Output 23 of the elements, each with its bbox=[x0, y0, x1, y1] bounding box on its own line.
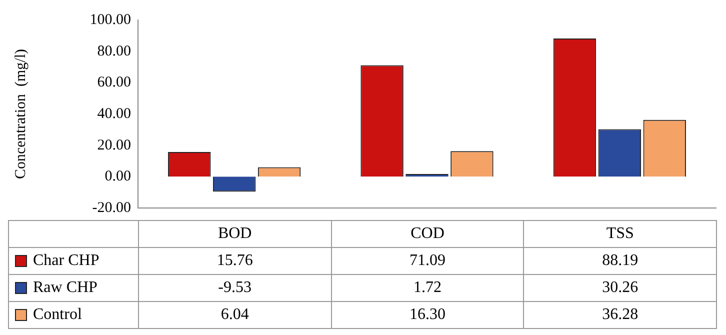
data-label: 71.09 bbox=[332, 248, 524, 275]
y-tick-label: 20.00 bbox=[97, 137, 131, 154]
legend-label: Raw CHP bbox=[33, 279, 98, 297]
x-tick-label: COD bbox=[332, 221, 524, 248]
y-tick-label: 40.00 bbox=[97, 106, 131, 122]
data-label: 16.30 bbox=[332, 302, 524, 329]
data-label: 6.04 bbox=[139, 302, 332, 329]
y-tick-label: 100.00 bbox=[90, 12, 131, 28]
y-tick-label: 80.00 bbox=[97, 43, 131, 60]
legend-label: Control bbox=[33, 306, 82, 324]
x-tick-label: TSS bbox=[524, 221, 717, 248]
data-label: 88.19 bbox=[524, 248, 717, 275]
y-axis-title: Concentration (mg/l) bbox=[12, 49, 29, 179]
legend-label: Char CHP bbox=[33, 252, 100, 270]
data-label: 1.72 bbox=[332, 275, 524, 302]
data-label: 15.76 bbox=[139, 248, 332, 275]
data-label: 30.26 bbox=[524, 275, 717, 302]
y-tick-label: 60.00 bbox=[97, 74, 131, 91]
data-label: -9.53 bbox=[139, 275, 332, 302]
data-label: 36.28 bbox=[524, 302, 717, 329]
x-tick-label: BOD bbox=[139, 221, 332, 248]
y-tick-label: 0.00 bbox=[104, 168, 131, 185]
y-tick-label: -20.00 bbox=[92, 200, 131, 216]
